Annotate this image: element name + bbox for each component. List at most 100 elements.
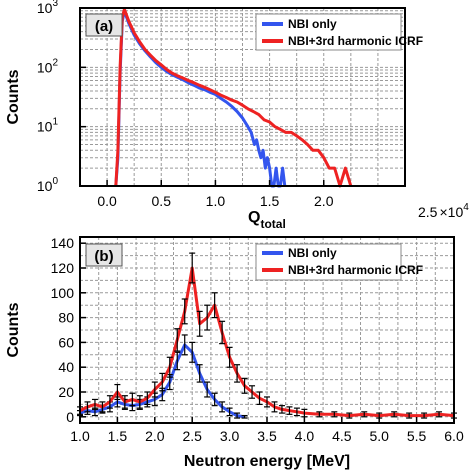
- x-tick-label: 0.0: [97, 193, 117, 209]
- error-bar-nbi-only: [211, 392, 218, 407]
- y-tick-label: 102: [37, 57, 59, 75]
- error-bar-nbi-icrf: [211, 292, 218, 319]
- error-bar-nbi-icrf: [293, 407, 300, 417]
- x-tick-label: 2.5: [182, 428, 202, 444]
- panel-a-y-axis-title: Counts: [5, 69, 22, 124]
- x-tick-label: 3.5: [257, 428, 277, 444]
- error-bar-nbi-icrf: [129, 392, 136, 407]
- error-bar-nbi-icrf: [331, 411, 338, 418]
- panel-b-label-box: [85, 243, 123, 267]
- y-tick-label: 100: [51, 285, 75, 301]
- error-bar-nbi-icrf: [174, 328, 181, 352]
- y-tick-label: 103: [37, 0, 59, 16]
- error-bar-nbi-icrf: [114, 383, 121, 401]
- error-bar-nbi-icrf: [189, 252, 196, 284]
- error-bar-nbi-only: [181, 334, 188, 356]
- error-bar-nbi-only: [204, 381, 211, 398]
- y-tick-label: 100: [37, 176, 59, 194]
- error-bar-nbi-icrf: [106, 395, 113, 409]
- error-bar-nbi-icrf: [136, 395, 143, 409]
- x-tick-label: 1.0: [206, 193, 226, 209]
- error-bar-nbi-icrf: [144, 391, 151, 405]
- panel-a-label-box: [85, 13, 123, 37]
- x-tick-label: 1.5: [108, 428, 128, 444]
- error-bar-nbi-icrf: [346, 412, 353, 419]
- y-tick-label: 40: [58, 359, 74, 375]
- legend-box: [255, 13, 402, 51]
- error-bar-nbi-only: [226, 407, 233, 417]
- error-bar-nbi-icrf: [241, 377, 248, 394]
- y-tick-label: 60: [58, 334, 74, 350]
- y-tick-label: 120: [51, 260, 75, 276]
- error-bar-nbi-icrf: [301, 408, 308, 418]
- error-bar-nbi-only: [234, 412, 241, 419]
- error-bar-nbi-icrf: [219, 320, 226, 345]
- error-bar-nbi-icrf: [271, 401, 278, 413]
- panel-a-label: (a): [95, 18, 113, 35]
- error-bar-nbi-icrf: [159, 372, 166, 392]
- legend-label-nbi-icrf: NBI+3rd harmonic ICRF: [288, 263, 423, 277]
- error-bar-nbi-icrf: [84, 401, 91, 413]
- x-tick-label: 3.0: [220, 428, 240, 444]
- y-tick-label: 80: [58, 310, 74, 326]
- panel-b-label: (b): [94, 248, 113, 265]
- legend-box: [255, 243, 402, 281]
- error-bar-nbi-icrf: [121, 395, 128, 409]
- error-bar-nbi-only: [189, 341, 196, 363]
- panel-a-x-ticks: 0.0 0.5 1.0 1.5 2.0: [97, 180, 334, 209]
- x-tick-label: 1.5: [260, 193, 280, 209]
- error-bar-nbi-icrf: [406, 412, 413, 419]
- error-bar-nbi-icrf: [316, 411, 323, 418]
- error-bar-nbi-icrf: [264, 396, 270, 408]
- legend-label-nbi-only: NBI only: [288, 246, 337, 260]
- panel-b-x-ticks: 1.0 1.5 2.0 2.5 3.0 3.5 4.0 4.5 5.0 5.5 6.0: [70, 417, 464, 444]
- error-bar-nbi-icrf: [181, 298, 188, 325]
- error-bar-nbi-icrf: [421, 412, 428, 419]
- panel-a-y-ticks: 100 101 102 103: [37, 0, 86, 194]
- x-tick-label: 4.5: [332, 428, 352, 444]
- error-bar-nbi-icrf: [151, 381, 158, 398]
- panel-a-x-axis-title: Qtotal: [248, 209, 286, 231]
- x-tick-label: 1.0: [70, 428, 90, 444]
- error-bar-nbi-only: [196, 364, 203, 383]
- error-bar-nbi-icrf: [391, 411, 398, 418]
- error-bar-nbi-icrf: [361, 411, 368, 418]
- x-tick-label: 2.0: [145, 428, 165, 444]
- x-tick-label: 5.5: [407, 428, 427, 444]
- error-bar-nbi-icrf: [91, 398, 98, 410]
- panel-b-y-ticks: 0 20 40 60 80 100 120 140: [51, 235, 86, 425]
- y-tick-label: 0: [66, 409, 74, 425]
- x-tick-label: 5.0: [369, 428, 389, 444]
- x-tick-label: 4.0: [295, 428, 315, 444]
- error-bar-nbi-icrf: [249, 385, 256, 399]
- panel-b-y-axis-title: Counts: [5, 302, 22, 357]
- panel-a-frame: [79, 7, 406, 187]
- x-tick-label: 2.0: [314, 193, 334, 209]
- error-bar-nbi-icrf: [286, 406, 293, 415]
- panel-a-legend: NBI only NBI+3rd harmonic ICRF: [255, 13, 423, 51]
- panel-a: 0.0 0.5 1.0 1.5 2.0 100 101 102 103 (a) NBI onl…: [5, 0, 469, 231]
- y-tick-label: 20: [58, 384, 74, 400]
- legend-label-nbi-icrf: NBI+3rd harmonic ICRF: [288, 34, 423, 48]
- error-bar-nbi-icrf: [204, 304, 211, 331]
- panel-b-legend: NBI only NBI+3rd harmonic ICRF: [255, 243, 423, 281]
- legend-label-nbi-only: NBI only: [288, 17, 337, 31]
- error-bar-nbi-icrf: [436, 411, 443, 418]
- error-bar-nbi-icrf: [256, 391, 263, 405]
- panel-b: 1.0 1.5 2.0 2.5 3.0 3.5 4.0 4.5 5.0 5.5 6.0 0 20 40 6…: [5, 235, 464, 470]
- panel-b-x-axis-title: Neutron energy [MeV]: [184, 453, 350, 470]
- error-bar-nbi-icrf: [196, 310, 203, 337]
- error-bar-nbi-icrf: [166, 356, 173, 378]
- panel-a-series: [114, 7, 353, 188]
- panel-a-x-axis-title-sub: total: [260, 217, 285, 231]
- error-bar-nbi-icrf: [278, 405, 285, 414]
- x-tick-label: 0.5: [152, 193, 172, 209]
- series-line-nbi-icrf: [114, 7, 353, 188]
- error-bar-nbi-only: [241, 414, 248, 419]
- y-tick-label: 140: [51, 235, 75, 251]
- error-bar-nbi-only: [219, 401, 226, 413]
- error-bar-nbi-icrf: [226, 346, 233, 368]
- y-tick-label: 101: [37, 117, 59, 135]
- error-bar-nbi-icrf: [99, 401, 106, 413]
